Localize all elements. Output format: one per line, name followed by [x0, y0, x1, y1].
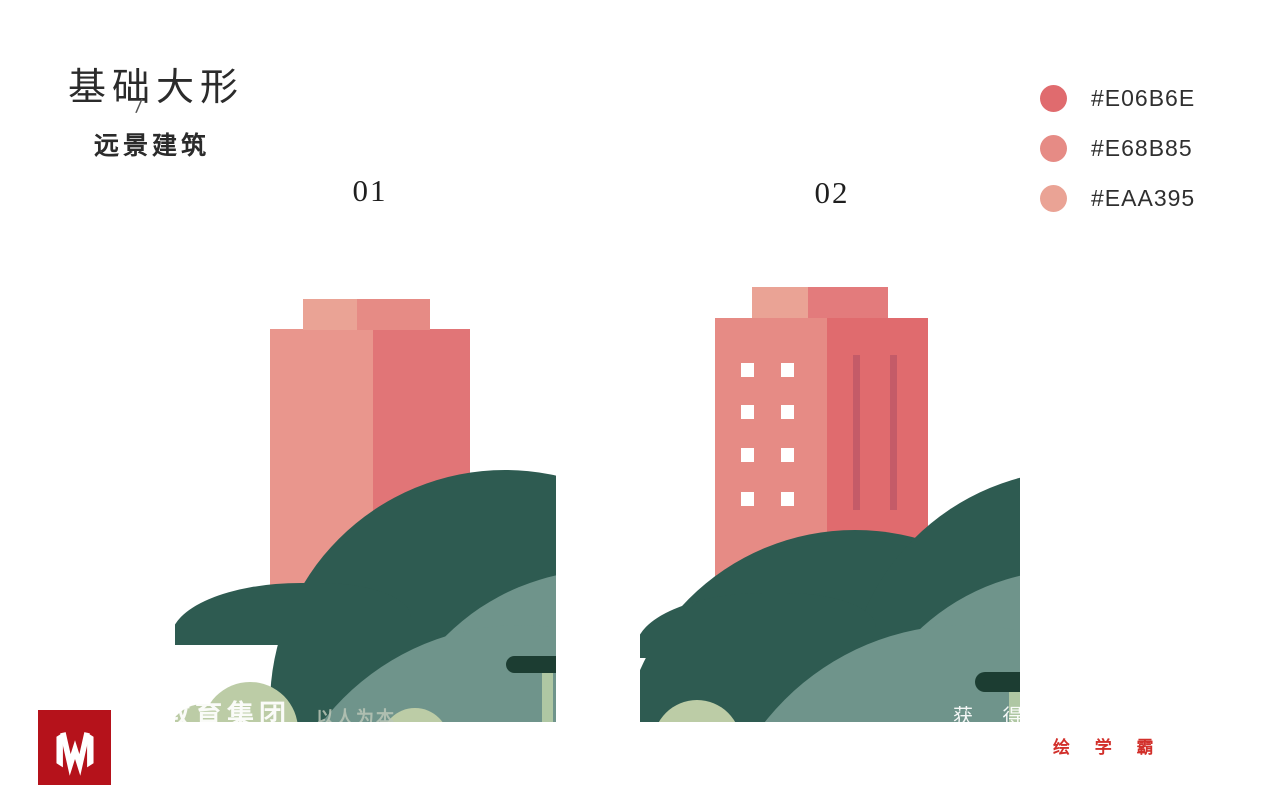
facade-stripe [853, 355, 860, 510]
page-title: 基础大形 [68, 67, 245, 109]
building-roof-left [303, 299, 357, 330]
palette-row: #E06B6E [1040, 84, 1250, 112]
window [741, 363, 754, 377]
watermark-text-sub: 以人为本 [316, 708, 396, 722]
window [781, 448, 794, 462]
palette-swatch-icon [1040, 134, 1067, 162]
window [781, 363, 794, 377]
window [781, 492, 794, 506]
color-palette-legend: #E06B6E #E68B85 #EAA395 [1040, 84, 1250, 234]
palette-hex-label: #EAA395 [1091, 184, 1196, 211]
palette-hex-label: #E06B6E [1091, 84, 1196, 111]
tree-branch [506, 656, 556, 673]
facade-stripe [890, 355, 897, 510]
palette-row: #E68B85 [1040, 134, 1250, 162]
figure-1-label: 01 [352, 173, 388, 208]
figure-2-illustration: 获 得 [640, 280, 1020, 722]
watermark-text: 获 得 [953, 706, 1020, 722]
dark-bush-left [175, 583, 411, 645]
figure-1-illustration: 教育集团 以人为本 [175, 280, 556, 722]
w-logo-icon [55, 731, 94, 776]
window [741, 492, 754, 506]
dark-bush-left [640, 593, 876, 658]
palette-swatch-icon [1040, 84, 1067, 112]
palette-hex-label: #E68B85 [1091, 134, 1193, 161]
building-roof-right [357, 299, 430, 330]
window [741, 448, 754, 462]
palette-row: #EAA395 [1040, 184, 1250, 212]
window [781, 405, 794, 419]
window [741, 405, 754, 419]
figure-2-label: 02 [814, 175, 850, 210]
tree-trunk [1009, 692, 1020, 722]
brand-name: 绘 学 霸 [1053, 738, 1164, 757]
watermark-text-main: 教育集团 [175, 700, 291, 722]
brand-logo [38, 710, 111, 785]
building-roof-left [752, 287, 808, 318]
page-subtitle: 远景建筑 [94, 133, 211, 160]
light-bush [653, 700, 741, 722]
tree-branch [975, 672, 1020, 692]
tree-trunk [542, 673, 553, 722]
building-roof-right [808, 287, 888, 318]
palette-swatch-icon [1040, 184, 1067, 212]
